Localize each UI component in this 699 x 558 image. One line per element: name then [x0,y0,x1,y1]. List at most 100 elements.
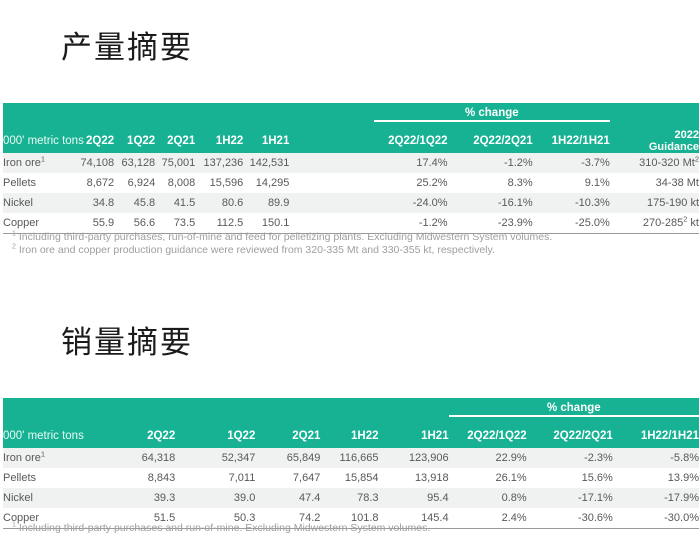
value-cell: 73.5 [155,213,196,234]
column-header-2q22-1q22: 2Q22/1Q22 [289,122,448,153]
value-cell: 74.2 [255,508,321,529]
value-cell: 6,924 [127,177,156,189]
sales-footnotes: 1 Including third-party purchases and ru… [12,522,430,535]
column-header-1h22: 1H22 [320,417,379,448]
value-cell: 47.4 [299,492,321,504]
row-label: Iron ore1 [3,154,46,169]
table-row-nickel: Nickel 39.3 39.0 47.4 78.3 95.4 0.8% -17… [3,488,699,508]
value-cell: 116,665 [339,452,379,464]
value-cell: 56.6 [114,213,156,234]
row-label: Pellets [3,472,37,484]
value-cell: 101.8 [320,508,379,529]
value-cell: -25.0% [532,213,610,234]
value-cell: 26.1% [495,472,527,484]
production-title: 产量摘要 [61,30,193,65]
row-label: Pellets [3,177,37,189]
value-cell: 123,906 [408,452,449,464]
value-cell: 89.9 [267,197,290,209]
value-cell: 63,128 [121,157,156,169]
production-table-header: % change 2022 Guidance 000' metric tons … [3,103,699,153]
table-row-copper: Copper 55.9 56.6 73.5 112.5 150.1 -1.2% … [3,213,699,234]
value-cell: -10.3% [574,197,610,209]
value-cell: 74,108 [80,157,115,169]
value-cell: 41.5 [173,197,196,209]
pct-change-group-header: % change [448,398,699,417]
value-cell: 50.3 [175,508,256,529]
sales-table-header: % change 000' metric tons 2Q22 1Q22 2Q21… [3,398,699,448]
value-cell: 7,011 [228,472,256,484]
guidance-header-line1: 2022 [674,129,699,141]
value-cell: 15,596 [209,177,244,189]
pct-change-label: % change [373,107,610,122]
column-header-2q22-1q22: 2Q22/1Q22 [448,417,527,448]
value-cell: 145.4 [378,508,449,529]
value-cell: 8,008 [167,177,196,189]
value-cell: 78.3 [357,492,379,504]
value-cell: 8,843 [147,472,176,484]
row-label: Iron ore1 [3,449,46,464]
value-cell: 2.4% [448,508,527,529]
value-cell: 8,672 [86,177,115,189]
table-row-pellets: Pellets 8,672 6,924 8,008 15,596 14,295 … [3,173,699,193]
value-cell: 25.2% [416,177,448,189]
guidance-cell: 310-320 Mt2 [639,154,699,169]
value-cell: 9.1% [584,177,610,189]
value-cell: -3.7% [581,157,610,169]
production-footnotes: 1 Including third-party purchases, run-o… [12,231,552,257]
value-cell: 39.0 [233,492,256,504]
value-cell: 15,854 [344,472,379,484]
value-cell: -30.0% [612,508,699,529]
column-header-1h22-1h21: 1H22/1H21 [532,122,610,153]
value-cell: -5.8% [670,452,699,464]
value-cell: -17.9% [664,492,699,504]
value-cell: -30.6% [526,508,613,529]
unit-label: 000' metric tons [3,417,84,448]
guidance-column-header: 2022 Guidance [609,103,699,153]
sales-table: % change 000' metric tons 2Q22 1Q22 2Q21… [3,398,699,529]
guidance-cell: 175-190 kt [647,197,699,209]
pct-change-label: % change [448,402,699,417]
value-cell: -2.3% [584,452,613,464]
guidance-cell: 270-2852 kt [609,213,699,234]
footnote: 1 Including third-party purchases, run-o… [12,230,553,244]
column-header-1h22-1h21: 1H22/1H21 [612,417,699,448]
pct-change-group-header: % change [289,103,610,122]
value-cell: 7,647 [292,472,321,484]
value-cell: 17.4% [416,157,448,169]
row-label: Nickel [3,492,33,504]
value-cell: 45.8 [133,197,156,209]
column-header-2q22-2q21: 2Q22/2Q21 [526,417,613,448]
value-cell: 80.6 [221,197,244,209]
value-cell: 34.8 [92,197,115,209]
value-cell: 65,849 [286,452,321,464]
column-header-1h22: 1H22 [195,122,244,153]
unit-label: 000' metric tons [3,122,84,153]
value-cell: -16.1% [497,197,533,209]
footnote: 2 Iron ore and copper production guidanc… [12,243,495,257]
value-cell: 15.6% [581,472,613,484]
value-cell: 39.3 [153,492,176,504]
table-row-iron-ore: Iron ore1 74,108 63,128 75,001 137,236 1… [3,153,699,173]
value-cell: 52,347 [221,452,256,464]
value-cell: 14,295 [255,177,290,189]
table-row-pellets: Pellets 8,843 7,011 7,647 15,854 13,918 … [3,468,699,488]
value-cell: -1.2% [289,213,448,234]
guidance-header-line2: Guidance [648,141,699,153]
column-header-2q21: 2Q21 [155,122,196,153]
value-cell: -24.0% [412,197,448,209]
column-header-1h21: 1H21 [378,417,449,448]
guidance-cell: 34-38 Mt [655,177,699,189]
column-header-1q22: 1Q22 [114,122,156,153]
value-cell: -17.1% [577,492,613,504]
sales-title: 销量摘要 [61,325,193,360]
column-header-1q22: 1Q22 [175,417,256,448]
row-label: Copper [3,508,76,529]
value-cell: 51.5 [75,508,176,529]
value-cell: 0.8% [501,492,527,504]
value-cell: 13.9% [667,472,699,484]
value-cell: 22.9% [495,452,527,464]
value-cell: 13,918 [414,472,449,484]
header-spacer [3,103,290,122]
value-cell: -23.9% [447,213,533,234]
column-header-1h21: 1H21 [243,122,290,153]
